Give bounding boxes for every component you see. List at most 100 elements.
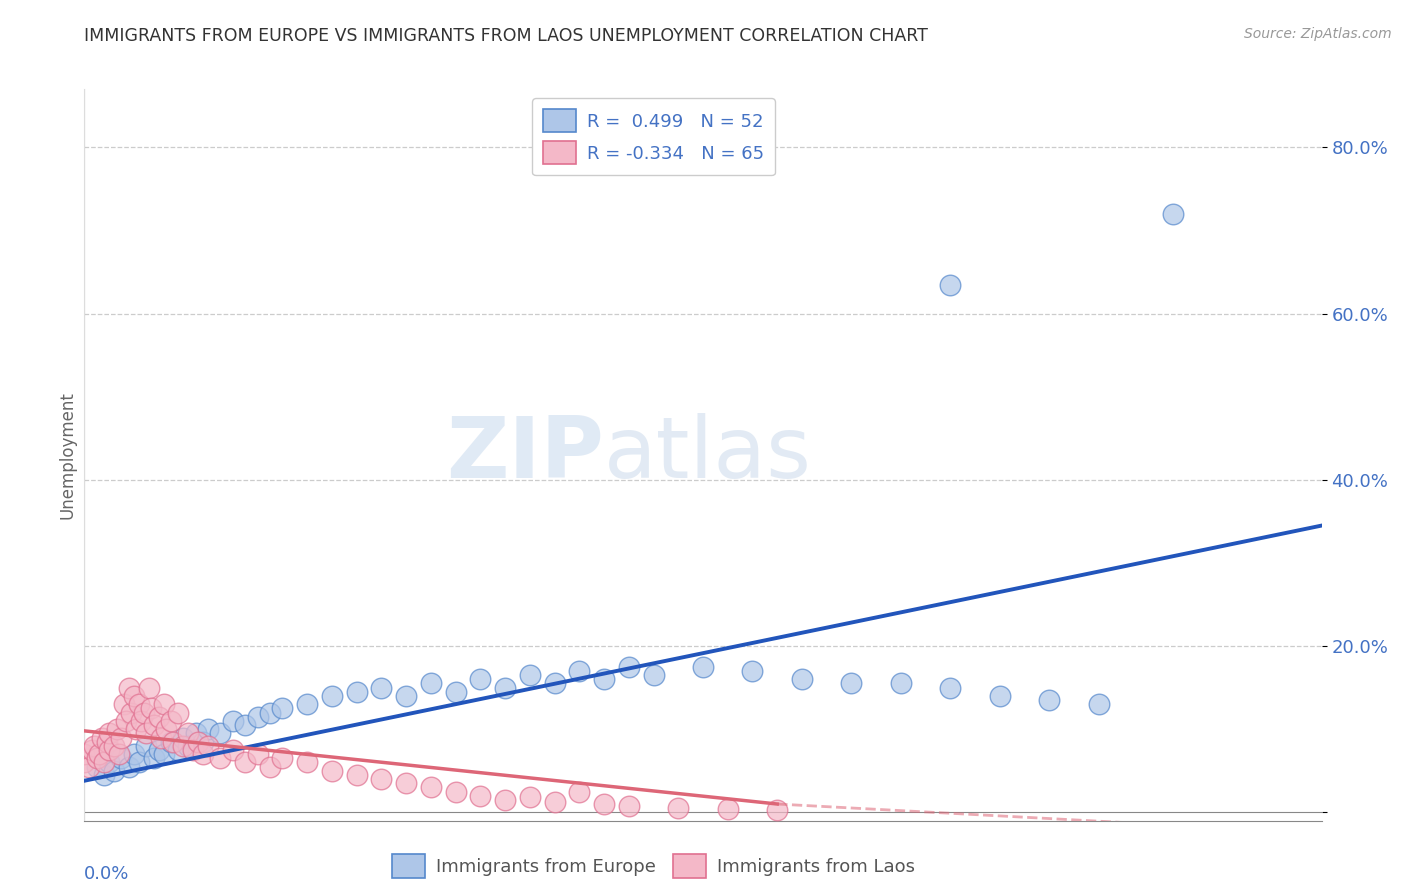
Point <box>89 747 111 761</box>
Point <box>142 718 165 732</box>
Point <box>222 714 245 728</box>
Point <box>90 731 112 745</box>
Point <box>470 789 492 803</box>
Point <box>120 706 142 720</box>
Point <box>643 668 665 682</box>
Point <box>98 743 121 757</box>
Point <box>939 681 962 695</box>
Point <box>233 756 256 770</box>
Point <box>112 698 135 712</box>
Point <box>246 747 269 761</box>
Point <box>271 701 294 715</box>
Point <box>132 706 155 720</box>
Point <box>295 698 318 712</box>
Point <box>160 734 183 748</box>
Point <box>419 676 441 690</box>
Point <box>93 756 115 770</box>
Point <box>125 723 148 737</box>
Point <box>519 790 541 805</box>
Point <box>73 756 96 770</box>
Point <box>470 673 492 687</box>
Point <box>187 734 209 748</box>
Point <box>167 743 190 757</box>
Point <box>135 739 157 753</box>
Point <box>666 801 689 815</box>
Point <box>543 796 565 810</box>
Point <box>543 676 565 690</box>
Point <box>519 668 541 682</box>
Point <box>115 714 138 728</box>
Point <box>150 731 173 745</box>
Text: IMMIGRANTS FROM EUROPE VS IMMIGRANTS FROM LAOS UNEMPLOYMENT CORRELATION CHART: IMMIGRANTS FROM EUROPE VS IMMIGRANTS FRO… <box>84 27 928 45</box>
Point <box>444 685 467 699</box>
Point <box>370 681 392 695</box>
Text: atlas: atlas <box>605 413 813 497</box>
Point <box>177 739 200 753</box>
Point <box>209 726 232 740</box>
Point <box>152 747 174 761</box>
Point <box>118 681 141 695</box>
Y-axis label: Unemployment: Unemployment <box>58 391 76 519</box>
Point <box>80 743 103 757</box>
Point <box>177 726 200 740</box>
Point <box>568 784 591 798</box>
Point <box>841 676 863 690</box>
Point <box>1038 693 1060 707</box>
Point <box>233 718 256 732</box>
Point <box>160 714 183 728</box>
Point <box>86 759 108 773</box>
Point <box>129 714 152 728</box>
Point <box>184 726 207 740</box>
Point <box>395 776 418 790</box>
Legend: Immigrants from Europe, Immigrants from Laos: Immigrants from Europe, Immigrants from … <box>385 847 922 885</box>
Point <box>138 681 160 695</box>
Point <box>741 664 763 678</box>
Point <box>122 689 145 703</box>
Point <box>103 764 125 778</box>
Point <box>692 660 714 674</box>
Point <box>419 780 441 795</box>
Point <box>717 802 740 816</box>
Point <box>142 751 165 765</box>
Point <box>395 689 418 703</box>
Point <box>494 681 516 695</box>
Point <box>246 710 269 724</box>
Point <box>593 673 616 687</box>
Point <box>83 739 105 753</box>
Point <box>98 756 121 770</box>
Point <box>568 664 591 678</box>
Text: 0.0%: 0.0% <box>84 864 129 882</box>
Point <box>494 793 516 807</box>
Point <box>209 751 232 765</box>
Point <box>172 739 194 753</box>
Point <box>259 706 281 720</box>
Point <box>346 685 368 699</box>
Point <box>108 747 131 761</box>
Point <box>162 734 184 748</box>
Point <box>1088 698 1111 712</box>
Point <box>939 277 962 292</box>
Point <box>766 803 789 817</box>
Point <box>370 772 392 786</box>
Point <box>128 698 150 712</box>
Point <box>98 743 121 757</box>
Text: Source: ZipAtlas.com: Source: ZipAtlas.com <box>1244 27 1392 41</box>
Point <box>617 798 640 813</box>
Point <box>96 734 118 748</box>
Point <box>73 747 96 761</box>
Point <box>118 759 141 773</box>
Point <box>593 797 616 811</box>
Point <box>148 710 170 724</box>
Point <box>222 743 245 757</box>
Point <box>148 743 170 757</box>
Point <box>135 726 157 740</box>
Point <box>86 751 108 765</box>
Point <box>988 689 1011 703</box>
Point <box>128 756 150 770</box>
Point <box>122 747 145 761</box>
Point <box>152 698 174 712</box>
Point <box>197 739 219 753</box>
Point <box>259 759 281 773</box>
Point <box>295 756 318 770</box>
Point <box>110 751 132 765</box>
